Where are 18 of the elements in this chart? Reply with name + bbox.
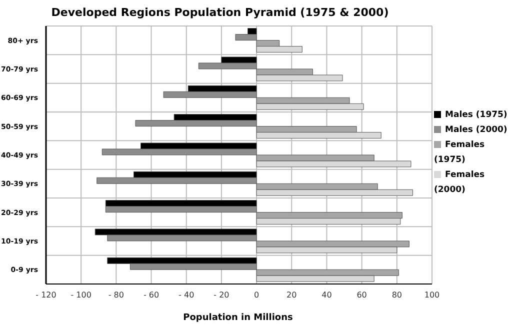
x-tick-label: 20 (286, 290, 297, 300)
x-tick-label: - 60 (143, 290, 160, 300)
x-tick-label: 40 (322, 290, 332, 300)
x-tick-label: 0 (254, 290, 260, 300)
x-tick-label: 80 (392, 290, 402, 300)
x-tick-label: - 40 (178, 290, 194, 300)
x-tick-label: 60 (356, 290, 367, 300)
x-tick-label: - 100 (70, 290, 92, 300)
x-tick-label: - 20 (214, 290, 230, 300)
legend-label: Males (2000) (445, 125, 508, 135)
x-tick-label: - 120 (36, 290, 56, 300)
x-tick-label: 100 (424, 290, 440, 300)
chart-title: Developed Regions Population Pyramid (1975 & 2000) (50, 6, 390, 19)
legend-label: Males (1975) (445, 110, 508, 120)
x-tick-label: - 80 (108, 290, 124, 300)
legend-label: Females (2000) (434, 170, 485, 195)
x-axis-title: Population in Millions (182, 313, 294, 323)
legend-label: Females (1975) (434, 140, 485, 165)
